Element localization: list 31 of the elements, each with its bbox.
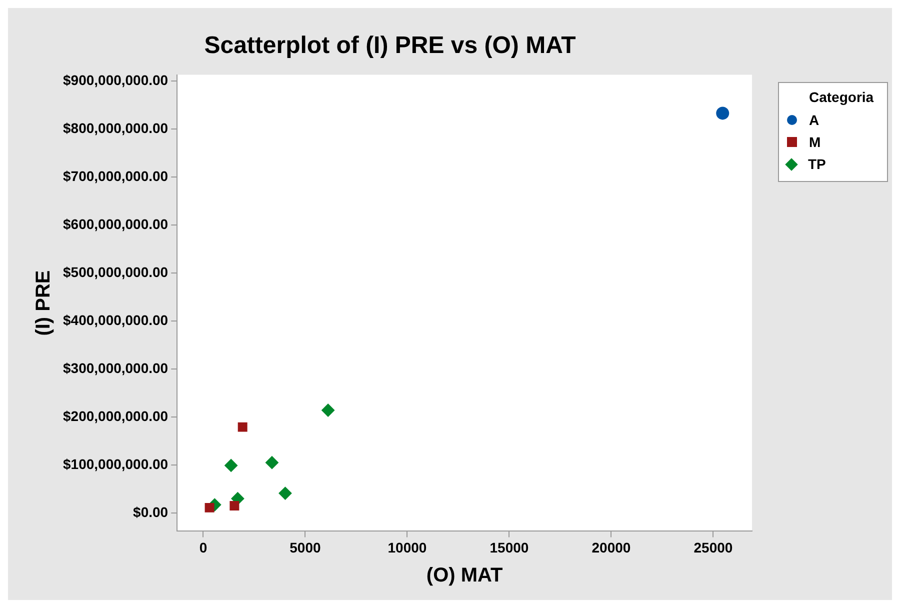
point (238, 422, 248, 432)
y-axis-title: (I) PRE (32, 270, 55, 336)
y-tick-label: $100,000,000.00 (62, 456, 168, 472)
point (278, 486, 292, 500)
y-tick-label: $200,000,000.00 (62, 408, 168, 424)
y-tick-label: $800,000,000.00 (62, 120, 168, 136)
y-tick-label: $900,000,000.00 (62, 72, 168, 88)
point (224, 458, 238, 472)
y-tick-label: $700,000,000.00 (62, 168, 168, 184)
x-tick-label: 25000 (694, 539, 733, 556)
chart-title: Scatterplot of (I) PRE vs (O) MAT (204, 32, 576, 60)
x-tick-label: 5000 (290, 539, 321, 556)
legend-label: A (809, 112, 820, 128)
point (265, 456, 278, 470)
point (322, 404, 335, 417)
y-tick-label: $500,000,000.00 (62, 264, 168, 280)
x-tick-label: 20000 (592, 539, 631, 556)
y-tick-label: $400,000,000.00 (62, 312, 168, 328)
x-tick-label: 0 (199, 539, 208, 556)
legend-title: Categoria (808, 89, 875, 105)
point (716, 106, 730, 120)
x-axis-title: (O) MAT (426, 564, 503, 587)
x-tick-label: 15000 (490, 539, 529, 556)
y-tick-label: $600,000,000.00 (62, 216, 168, 232)
legend-label: TP (808, 156, 826, 172)
x-tick-label: 10000 (388, 539, 427, 556)
point (230, 501, 240, 511)
legend-label: M (809, 134, 821, 150)
point (204, 502, 214, 512)
y-tick-label: $300,000,000.00 (62, 360, 168, 376)
y-tick-label: $0.00 (133, 504, 168, 520)
